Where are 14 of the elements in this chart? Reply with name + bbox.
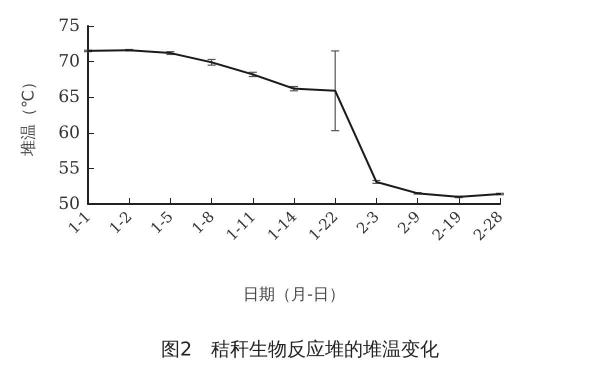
y-axis-title: 堆温（℃） xyxy=(18,74,38,157)
y-tick-label: 65 xyxy=(58,87,80,108)
x-tick-label: 1-5 xyxy=(146,208,177,238)
x-tick-label: 1-8 xyxy=(188,208,218,238)
y-tick-label: 50 xyxy=(58,194,80,214)
y-tick-label: 55 xyxy=(58,158,80,178)
y-tick-label: 75 xyxy=(58,16,80,36)
text: 图2 秸秆生物反应堆的堆温变化 xyxy=(160,338,440,360)
y-tick-label: 70 xyxy=(58,52,80,72)
x-tick-label: 1-2 xyxy=(106,208,136,238)
x-tick-label: 2-3 xyxy=(352,208,383,238)
x-tick-label: 2-9 xyxy=(394,208,424,238)
x-axis-title: 日期（月-日） xyxy=(243,284,345,304)
y-tick-label: 60 xyxy=(58,122,80,143)
